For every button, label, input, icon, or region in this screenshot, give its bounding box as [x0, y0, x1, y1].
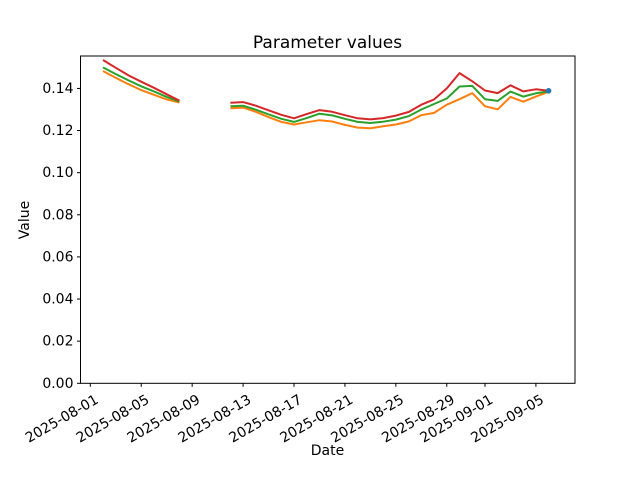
chart-title: Parameter values — [252, 33, 403, 53]
y-tick-label: 0.12 — [42, 123, 73, 139]
plot-border — [80, 55, 576, 384]
y-tick-label: 0.00 — [42, 376, 73, 392]
y-tick-label: 0.08 — [42, 207, 73, 223]
y-tick-label: 0.02 — [42, 334, 73, 350]
blue-end-marker — [545, 88, 552, 94]
y-tick-label: 0.06 — [42, 249, 73, 265]
red-line-segment-1 — [102, 59, 180, 102]
orange-line-segment-2 — [230, 90, 549, 130]
red-line-segment-2 — [230, 72, 549, 121]
y-tick-label: 0.04 — [42, 292, 73, 308]
y-tick-label: 0.14 — [42, 81, 73, 97]
green-line-segment-1 — [102, 66, 180, 103]
orange-line-segment-1 — [102, 70, 180, 104]
y-tick-label: 0.10 — [42, 165, 73, 181]
x-axis-label: Date — [310, 443, 345, 459]
green-line-segment-2 — [230, 84, 549, 124]
